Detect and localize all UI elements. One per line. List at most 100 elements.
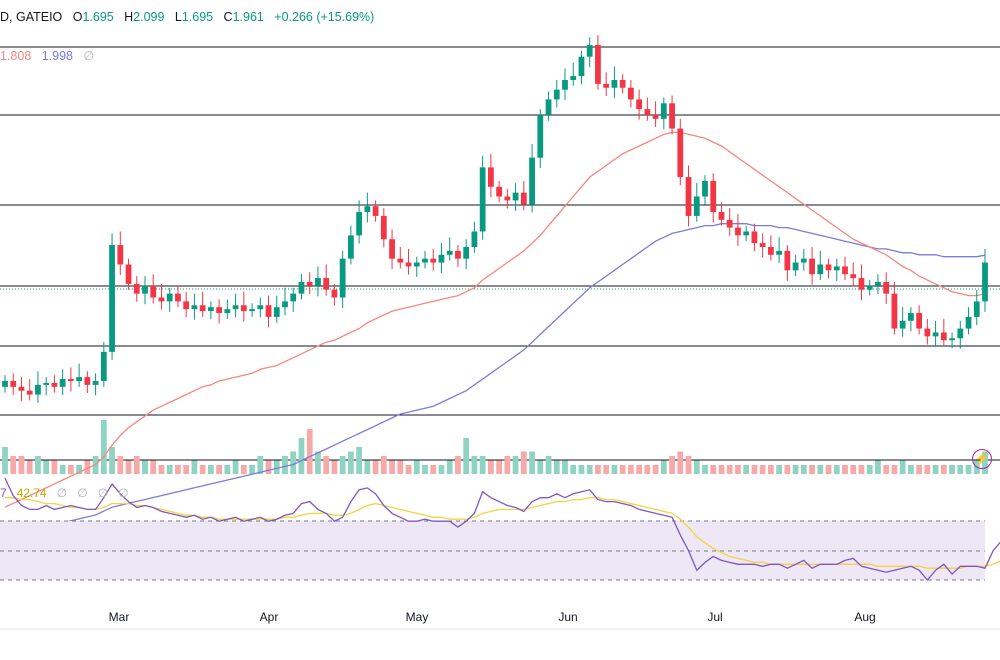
candle-body [743,231,750,236]
candle-body [323,278,330,290]
change-value: +0.266 (+15.69%) [274,10,375,24]
lightning-icon[interactable]: ⚡ [972,449,992,469]
x-tick-label: Mar [109,610,130,624]
candle-body [282,301,288,308]
volume-bar [488,460,494,474]
volume-bar [405,465,412,474]
volume-bar [257,456,264,474]
candle-body [578,56,585,77]
candle-body [644,109,651,115]
candle-body [298,281,305,294]
volume-bar [142,460,148,474]
candle-body [216,307,222,314]
volume-bar [537,460,544,474]
volume-bar [438,465,445,474]
candle-body [224,309,231,314]
candle-body [84,377,91,385]
volume-bar [290,451,297,474]
volume-bar [315,451,321,474]
volume-bar [669,456,675,474]
volume-bar [125,460,132,474]
candle-body [142,285,148,294]
volume-bar [51,460,58,474]
volume-bar [784,465,791,474]
rsi-ma-line [5,497,1000,569]
volume-bar [18,456,25,474]
candle-body [158,297,165,302]
candle-body [570,76,577,80]
volume-bar [68,465,74,474]
candle-body [240,305,247,312]
candle-body [356,212,362,236]
candle-body [595,45,601,84]
volume-bar [455,456,461,474]
candle-body [496,186,502,197]
volume-bar [100,420,107,474]
candle-body [965,316,972,329]
volume-bar [389,460,395,474]
rsi-line [4,477,1000,582]
empty-value-icon: ∅ [56,486,68,500]
volume-bar [520,451,527,474]
candle-body [35,384,41,395]
volume-bar [825,465,832,474]
volume-bar [529,451,535,474]
volume-bar [430,465,437,474]
volume-bar [199,465,206,474]
volume-bar [348,451,354,474]
candles [2,35,988,403]
volume-bar [916,465,922,474]
volume-bar [833,465,840,474]
volume-bar [858,465,865,474]
candle-body [315,278,321,286]
candle-body [348,235,354,259]
rsi-pane [0,477,1000,582]
candle-body [413,262,420,267]
ma-slow-value: 1.998 [41,49,73,63]
volume-bar [817,465,824,474]
volume-bar [957,465,964,474]
candle-body [306,281,313,286]
candle-body [76,377,82,381]
candle-body [364,206,371,213]
candle-body [125,264,132,284]
volume-bar [932,465,939,474]
candle-body [455,250,461,259]
volume-bar [776,465,782,474]
candle-body [908,313,914,321]
candle-body [463,247,470,259]
volume-bar [380,456,387,474]
rsi-band [0,521,985,580]
candle-body [932,332,939,337]
candle-body [265,305,272,317]
volume-bar [232,460,239,474]
volume-bar [59,465,66,474]
volume-bar [743,465,750,474]
candle-body [842,266,848,275]
candle-body [784,250,791,271]
candle-body [100,351,107,381]
candle-body [257,305,264,310]
candle-body [553,89,560,100]
candle-body [537,114,544,158]
candle-body [68,379,74,381]
candle-body [166,293,173,302]
volume-bar [899,460,906,474]
candle-body [982,262,988,302]
candle-body [249,309,255,312]
candle-body [850,274,857,279]
candle-body [290,293,297,302]
candle-body [586,45,593,57]
x-tick-label: Jun [558,610,577,624]
volume-bar [298,438,305,474]
symbol-name: D, GATEIO [0,10,63,24]
candle-body [817,264,824,275]
x-tick-label: Aug [854,610,875,624]
candle-body [924,328,931,337]
ohlc-legend: D, GATEIO O1.695 H2.099 L1.695 C1.961 +0… [0,10,375,24]
candle-body [18,386,25,391]
candle-body [183,301,190,310]
candle-body [191,305,198,310]
low-value: 1.695 [181,10,214,24]
